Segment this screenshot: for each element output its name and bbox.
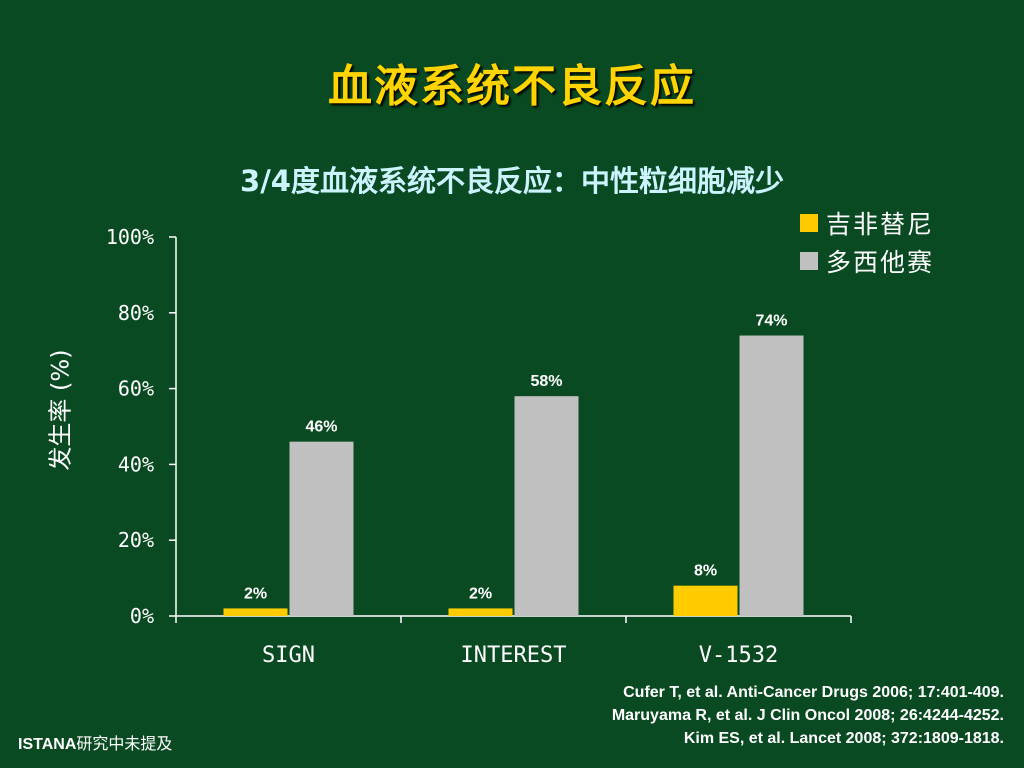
bar [289, 441, 354, 616]
reference-2: Maruyama R, et al. J Clin Oncol 2008; 26… [611, 707, 1004, 724]
y-tick-label: 60% [118, 377, 154, 401]
y-tick-label: 100% [106, 225, 154, 249]
legend-label-gefitinib: 吉非替尼 [826, 210, 935, 239]
bar [673, 585, 738, 616]
reference-1: Cufer T, et al. Anti-Cancer Drugs 2006; … [623, 684, 1004, 701]
slide-title: 血液系统不良反应 [328, 61, 696, 112]
chart-legend: 吉非替尼 多西他赛 [800, 204, 934, 280]
bar [739, 335, 804, 616]
data-label: 8% [694, 563, 717, 580]
x-tick-label: INTEREST [461, 643, 567, 668]
data-label: 74% [755, 313, 787, 330]
y-tick-label: 0% [130, 604, 154, 628]
bar [514, 396, 579, 616]
data-label: 2% [469, 585, 492, 602]
data-label: 46% [305, 419, 337, 436]
chart-title: 3/4度血液系统不良反应：中性粒细胞减少 [240, 164, 784, 198]
data-label: 58% [530, 373, 562, 390]
data-label: 2% [244, 585, 267, 602]
footnote: ISTANA研究中未提及 [18, 730, 172, 754]
legend-swatch-docetaxel [800, 252, 818, 270]
x-tick-label: SIGN [262, 643, 315, 668]
bar [448, 608, 513, 616]
legend-swatch-gefitinib [800, 214, 818, 232]
x-tick-label: V-1532 [699, 643, 778, 668]
reference-3: Kim ES, et al. Lancet 2008; 372:1809-181… [683, 730, 1004, 747]
references: Cufer T, et al. Anti-Cancer Drugs 2006; … [612, 681, 1004, 750]
bar [223, 608, 288, 616]
footnote-brand: ISTANA [18, 736, 77, 753]
y-tick-label: 80% [118, 301, 154, 325]
legend-label-docetaxel: 多西他赛 [826, 248, 935, 277]
y-tick-label: 20% [118, 528, 154, 552]
y-tick-label: 40% [118, 452, 154, 476]
legend-item-gefitinib: 吉非替尼 [800, 204, 934, 242]
footnote-text: 研究中未提及 [76, 736, 173, 753]
legend-item-docetaxel: 多西他赛 [800, 242, 934, 280]
